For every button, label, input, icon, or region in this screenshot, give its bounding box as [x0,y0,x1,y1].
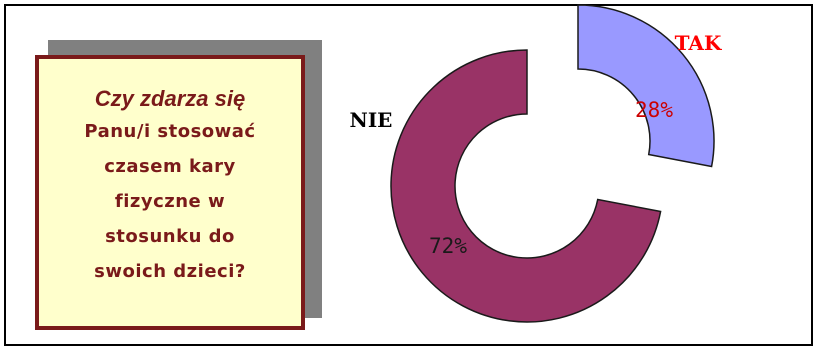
slice-tak [577,4,715,168]
question-line-6: swoich dzieci? [94,261,246,282]
question-line-4: fizyczne w [114,191,226,212]
data-label-nie: 72% [429,234,467,258]
question-line-5: stosunku do [105,226,235,247]
question-line-1: Czy zdarza się [94,86,246,111]
question-box: Czy zdarza się Panu/i stosować czasem ka… [35,55,305,330]
category-label-tak: TAK [675,31,722,55]
data-label-tak: 28% [635,98,673,122]
category-label-nie: NIE [350,108,393,132]
slice-nie [390,49,662,323]
question-line-3: czasem kary [104,156,236,177]
question-line-2: Panu/i stosować [84,121,256,142]
